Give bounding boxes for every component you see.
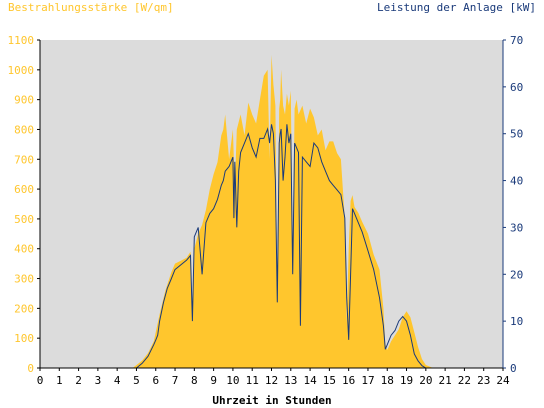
left-tick-label: 300 [14,273,34,286]
x-tick-label: 23 [477,374,490,387]
right-tick-label: 20 [510,268,523,281]
left-tick-label: 800 [14,123,34,136]
right-tick-label: 50 [510,128,523,141]
x-tick-label: 20 [419,374,432,387]
right-tick-label: 30 [510,221,523,234]
x-tick-label: 15 [323,374,336,387]
x-tick-label: 18 [381,374,394,387]
left-tick-label: 1000 [8,64,35,77]
left-axis-title: Bestrahlungsstärke [W/qm] [8,1,174,14]
power-line [40,124,503,369]
left-tick-label: 100 [14,332,34,345]
right-tick-label: 60 [510,81,523,94]
right-tick-label: 10 [510,315,523,328]
left-tick-label: 700 [14,153,34,166]
right-tick-label: 70 [510,34,523,47]
x-tick-label: 9 [210,374,217,387]
left-tick-label: 500 [14,213,34,226]
x-tick-label: 4 [114,374,121,387]
left-tick-label: 0 [27,362,34,375]
x-tick-label: 22 [458,374,471,387]
x-tick-label: 6 [152,374,159,387]
right-axis-title: Leistung der Anlage [kW] [377,1,536,14]
x-tick-label: 12 [265,374,278,387]
left-tick-label: 1100 [8,34,35,47]
irradiance-area [40,54,503,369]
x-tick-label: 24 [496,374,510,387]
x-tick-label: 3 [95,374,102,387]
left-tick-label: 200 [14,302,34,315]
x-tick-label: 14 [303,374,317,387]
x-tick-label: 17 [361,374,374,387]
right-tick-label: 40 [510,175,523,188]
x-tick-label: 16 [342,374,355,387]
x-tick-label: 1 [56,374,63,387]
x-tick-label: 7 [172,374,179,387]
x-tick-label: 8 [191,374,198,387]
x-tick-label: 11 [246,374,259,387]
x-tick-label: 0 [37,374,44,387]
left-tick-label: 900 [14,94,34,107]
x-axis-title: Uhrzeit in Stunden [212,394,332,407]
right-tick-label: 0 [510,362,517,375]
x-tick-label: 13 [284,374,297,387]
x-tick-label: 2 [75,374,82,387]
x-tick-label: 5 [133,374,140,387]
x-tick-label: 10 [226,374,239,387]
x-tick-label: 21 [439,374,452,387]
x-tick-label: 19 [400,374,413,387]
left-tick-label: 400 [14,243,34,256]
left-tick-label: 600 [14,183,34,196]
